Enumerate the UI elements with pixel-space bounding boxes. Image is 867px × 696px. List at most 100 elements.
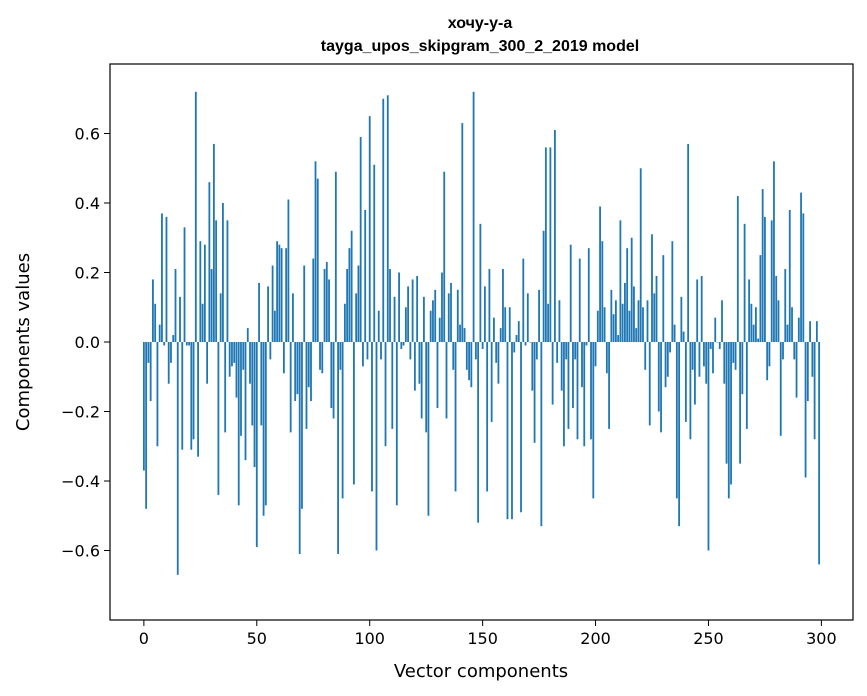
bar-230 bbox=[662, 255, 665, 343]
bar-50 bbox=[255, 342, 258, 548]
bar-249 bbox=[705, 342, 708, 384]
bar-116 bbox=[404, 307, 407, 342]
bar-276 bbox=[766, 342, 769, 381]
bar-280 bbox=[775, 275, 778, 342]
bar-151 bbox=[483, 286, 486, 342]
bar-27 bbox=[203, 244, 206, 342]
bar-77 bbox=[316, 178, 319, 342]
bar-84 bbox=[332, 342, 335, 419]
bar-38 bbox=[228, 342, 231, 377]
bar-79 bbox=[321, 342, 324, 374]
bar-196 bbox=[585, 342, 588, 346]
bar-148 bbox=[477, 342, 480, 523]
bar-11 bbox=[167, 342, 170, 384]
bar-191 bbox=[574, 342, 577, 360]
bar-266 bbox=[743, 223, 746, 342]
x-tick-label: 200 bbox=[580, 629, 611, 648]
bar-130 bbox=[436, 342, 439, 409]
bar-8 bbox=[161, 213, 163, 342]
bar-74 bbox=[310, 342, 312, 402]
bar-72 bbox=[305, 342, 308, 429]
bar-127 bbox=[429, 310, 432, 342]
bar-241 bbox=[687, 143, 690, 342]
bar-19 bbox=[185, 342, 188, 346]
bar-256 bbox=[721, 300, 723, 342]
bar-247 bbox=[700, 275, 703, 342]
bar-2 bbox=[147, 342, 150, 363]
bar-54 bbox=[264, 342, 267, 506]
y-tick-label: 0.4 bbox=[75, 194, 100, 213]
bar-76 bbox=[314, 161, 317, 342]
bar-144 bbox=[468, 342, 470, 381]
bar-268 bbox=[748, 279, 751, 342]
y-tick-label: −0.6 bbox=[61, 542, 100, 561]
bar-295 bbox=[809, 321, 811, 342]
bar-18 bbox=[183, 227, 186, 342]
bar-226 bbox=[653, 293, 656, 342]
bar-109 bbox=[389, 269, 391, 342]
bar-168 bbox=[522, 258, 525, 342]
bar-163 bbox=[511, 342, 513, 520]
bar-97 bbox=[362, 342, 364, 367]
bar-214 bbox=[626, 248, 629, 342]
bar-162 bbox=[508, 307, 511, 342]
bar-115 bbox=[402, 342, 405, 346]
bar-205 bbox=[605, 342, 608, 374]
bar-52 bbox=[260, 342, 263, 426]
bar-181 bbox=[551, 342, 554, 405]
bar-155 bbox=[493, 317, 495, 342]
bar-134 bbox=[445, 342, 448, 419]
bar-207 bbox=[610, 289, 613, 343]
bar-150 bbox=[481, 342, 484, 349]
bar-5 bbox=[154, 303, 157, 342]
bar-80 bbox=[323, 269, 326, 342]
bar-166 bbox=[517, 321, 520, 342]
bar-146 bbox=[472, 91, 475, 342]
bar-40 bbox=[233, 342, 236, 363]
bar-119 bbox=[411, 279, 414, 342]
bar-45 bbox=[244, 342, 247, 461]
bar-149 bbox=[479, 223, 482, 342]
y-axis-label: Components values bbox=[13, 253, 34, 431]
bar-202 bbox=[599, 206, 601, 342]
bar-235 bbox=[673, 324, 676, 343]
bar-62 bbox=[282, 342, 285, 374]
bar-93 bbox=[353, 342, 355, 485]
bar-100 bbox=[368, 116, 371, 343]
bar-122 bbox=[418, 342, 421, 384]
bar-125 bbox=[425, 342, 428, 433]
bar-198 bbox=[590, 342, 592, 440]
bar-229 bbox=[660, 342, 662, 433]
bar-105 bbox=[380, 342, 382, 360]
bar-258 bbox=[725, 342, 728, 464]
bar-112 bbox=[395, 342, 398, 506]
bar-44 bbox=[242, 342, 245, 370]
bar-220 bbox=[639, 168, 642, 342]
bar-159 bbox=[502, 269, 504, 342]
bar-37 bbox=[226, 220, 229, 343]
bar-158 bbox=[499, 328, 502, 342]
bar-98 bbox=[364, 209, 367, 342]
bar-221 bbox=[642, 307, 644, 342]
bar-series bbox=[142, 91, 821, 575]
bar-272 bbox=[757, 338, 760, 342]
bar-136 bbox=[450, 282, 452, 342]
bar-17 bbox=[181, 342, 184, 450]
bar-23 bbox=[194, 91, 197, 342]
bar-297 bbox=[813, 342, 816, 440]
bar-197 bbox=[587, 248, 590, 342]
bar-131 bbox=[438, 317, 441, 342]
bar-274 bbox=[761, 189, 764, 342]
bar-212 bbox=[621, 303, 624, 342]
bar-227 bbox=[655, 275, 658, 342]
bar-39 bbox=[231, 342, 233, 367]
bar-237 bbox=[678, 342, 681, 527]
bar-288 bbox=[793, 342, 796, 360]
bar-49 bbox=[253, 342, 256, 468]
bar-175 bbox=[538, 289, 540, 343]
bar-252 bbox=[712, 342, 714, 374]
bar-87 bbox=[339, 342, 342, 370]
bar-68 bbox=[296, 342, 299, 395]
bar-293 bbox=[804, 342, 807, 478]
bar-210 bbox=[617, 335, 620, 342]
